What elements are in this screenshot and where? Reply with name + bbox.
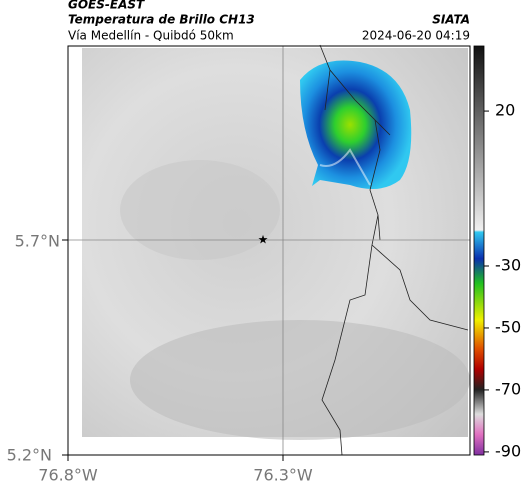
lon-tick-label: 76.8°W	[38, 466, 98, 485]
lon-tick-label: 76.3°W	[253, 466, 313, 485]
colorbar-tick-label: -30	[495, 255, 521, 274]
source: SIATA	[432, 13, 470, 27]
datetime: 2024-06-20 04:19	[362, 29, 470, 43]
product: Temperatura de Brillo CH13	[68, 13, 255, 27]
colorbar-tick-label: -90	[495, 441, 521, 460]
colorbar-tick-label: -70	[495, 379, 521, 398]
satellite: GOES-EAST	[68, 0, 145, 12]
map: ★	[67, 44, 471, 456]
lat-tick-label: 5.2°N	[7, 446, 52, 465]
colorbar-tick-label: 20	[495, 101, 515, 120]
colorbar	[473, 45, 485, 456]
region: Vía Medellín - Quibdó 50km	[68, 29, 234, 43]
colorbar-tick-label: -50	[495, 317, 521, 336]
svg-text:★: ★	[258, 233, 269, 247]
lat-tick-label: 5.7°N	[15, 232, 60, 251]
